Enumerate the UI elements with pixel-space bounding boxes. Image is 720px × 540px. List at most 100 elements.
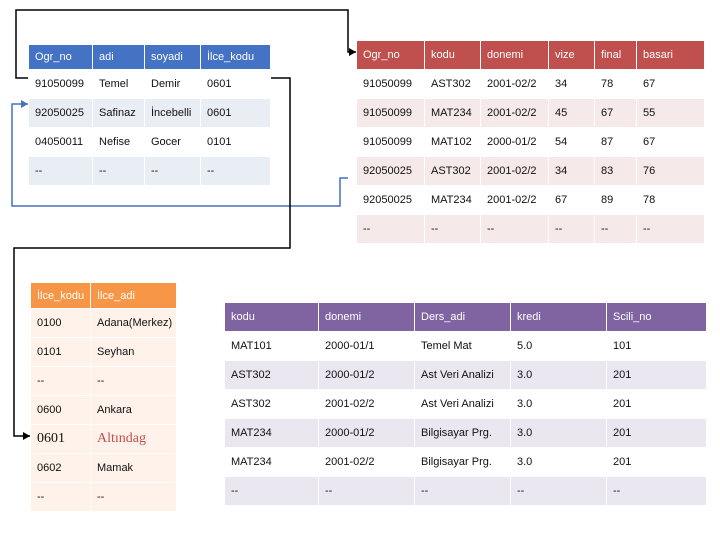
districts-header-row: İlce_kodu İlce_adi [30,282,177,309]
students-cell: 0101 [200,127,271,157]
students-header-row: Ogr_no adi soyadi İlce_kodu [28,44,271,70]
ilce-link-line [13,77,291,437]
districts-cell-highlighted: Altındag [90,424,177,454]
grades-cell: 2001-02/2 [480,98,549,128]
districts-cell: -- [90,366,177,396]
students-cell: Gocer [144,127,201,157]
table-row: 0602 Mamak [30,453,177,483]
grades-cell: 2001-02/2 [480,69,549,99]
students-cell: 04050011 [28,127,93,157]
students-cell: 92050025 [28,98,93,128]
districts-cell: Adana(Merkez) [90,308,177,338]
table-row: 92050025 Safinaz İncebelli 0601 [28,98,271,128]
courses-cell: 101 [606,331,707,361]
courses-cell: 201 [606,360,707,390]
grades-cell: -- [480,214,549,244]
students-cell: -- [144,156,201,186]
courses-cell: Bilgisayar Prg. [414,418,511,448]
courses-cell: 3.0 [510,447,607,477]
districts-cell: -- [90,482,177,512]
grades-header-cell: basari [636,40,705,70]
table-row: 04050011 Nefise Gocer 0101 [28,127,271,157]
students-table: Ogr_no adi soyadi İlce_kodu 91050099 Tem… [28,44,271,186]
ogr-no-link-arrow [349,48,356,56]
students-cell: -- [28,156,93,186]
students-header-cell: adi [92,44,145,70]
grades-cell: 87 [594,127,637,157]
grades-cell: 45 [548,98,595,128]
courses-cell: 201 [606,418,707,448]
courses-cell: Ast Veri Analizi [414,389,511,419]
grades-cell: AST302 [424,156,481,186]
table-row: 92050025 MAT234 2001-02/2 67 89 78 [356,185,705,215]
courses-cell: -- [224,476,319,506]
grades-cell: 2001-02/2 [480,185,549,215]
courses-cell: -- [606,476,707,506]
table-row: MAT234 2000-01/2 Bilgisayar Prg. 3.0 201 [224,418,707,448]
grades-cell: MAT234 [424,98,481,128]
students-cell: Nefise [92,127,145,157]
table-row: 0600 Ankara [30,395,177,425]
students-cell: 0601 [200,98,271,128]
students-cell: 91050099 [28,69,93,99]
courses-cell: MAT234 [224,418,319,448]
courses-cell: 3.0 [510,360,607,390]
students-cell: Temel [92,69,145,99]
grades-cell: 67 [548,185,595,215]
highlighted-row: 0601 Altındag [30,424,177,454]
table-row: -- -- -- -- -- [224,476,707,506]
districts-cell: Seyhan [90,337,177,367]
grades-cell: 67 [636,69,705,99]
grades-header-cell: donemi [480,40,549,70]
grades-header-cell: kodu [424,40,481,70]
courses-cell: AST302 [224,360,319,390]
ilce-link-arrow [23,432,30,440]
courses-cell: Bilgisayar Prg. [414,447,511,477]
courses-header-cell: donemi [318,302,415,332]
table-row: MAT234 2001-02/2 Bilgisayar Prg. 3.0 201 [224,447,707,477]
table-row: -- -- [30,482,177,512]
districts-cell: 0602 [30,453,91,483]
table-row: 91050099 MAT102 2000-01/2 54 87 67 [356,127,705,157]
grades-cell: 91050099 [356,98,425,128]
table-row: MAT101 2000-01/1 Temel Mat 5.0 101 [224,331,707,361]
students-cell: Safinaz [92,98,145,128]
districts-cell: -- [30,366,91,396]
courses-header-cell: kredi [510,302,607,332]
courses-cell: -- [318,476,415,506]
table-row: 91050099 AST302 2001-02/2 34 78 67 [356,69,705,99]
table-row: AST302 2001-02/2 Ast Veri Analizi 3.0 20… [224,389,707,419]
grades-cell: 91050099 [356,69,425,99]
courses-cell: MAT234 [224,447,319,477]
districts-cell: -- [30,482,91,512]
courses-cell: 2000-01/1 [318,331,415,361]
courses-cell: 2001-02/2 [318,389,415,419]
districts-table: İlce_kodu İlce_adi 0100 Adana(Merkez) 01… [30,282,177,512]
courses-table: kodu donemi Ders_adi kredi Scili_no MAT1… [224,302,707,506]
grades-cell: MAT102 [424,127,481,157]
courses-header-cell: kodu [224,302,319,332]
courses-cell: 3.0 [510,418,607,448]
students-header-cell: İlce_kodu [200,44,271,70]
districts-header-cell: İlce_kodu [30,282,91,309]
grades-cell: 92050025 [356,185,425,215]
students-header-cell: soyadi [144,44,201,70]
grades-header-row: Ogr_no kodu donemi vize final basari [356,40,705,70]
grades-cell: MAT234 [424,185,481,215]
districts-cell-highlighted: 0601 [30,424,91,454]
grades-cell: 78 [636,185,705,215]
districts-cell: Mamak [90,453,177,483]
table-row: 0100 Adana(Merkez) [30,308,177,338]
courses-header-row: kodu donemi Ders_adi kredi Scili_no [224,302,707,332]
courses-cell: 2001-02/2 [318,447,415,477]
courses-cell: 201 [606,389,707,419]
grades-cell: 2001-02/2 [480,156,549,186]
grades-cell: 78 [594,69,637,99]
courses-cell: 2000-01/2 [318,360,415,390]
courses-cell: 201 [606,447,707,477]
grades-cell: 2000-01/2 [480,127,549,157]
grades-cell: 54 [548,127,595,157]
courses-header-cell: Ders_adi [414,302,511,332]
grades-table: Ogr_no kodu donemi vize final basari 910… [356,40,705,244]
